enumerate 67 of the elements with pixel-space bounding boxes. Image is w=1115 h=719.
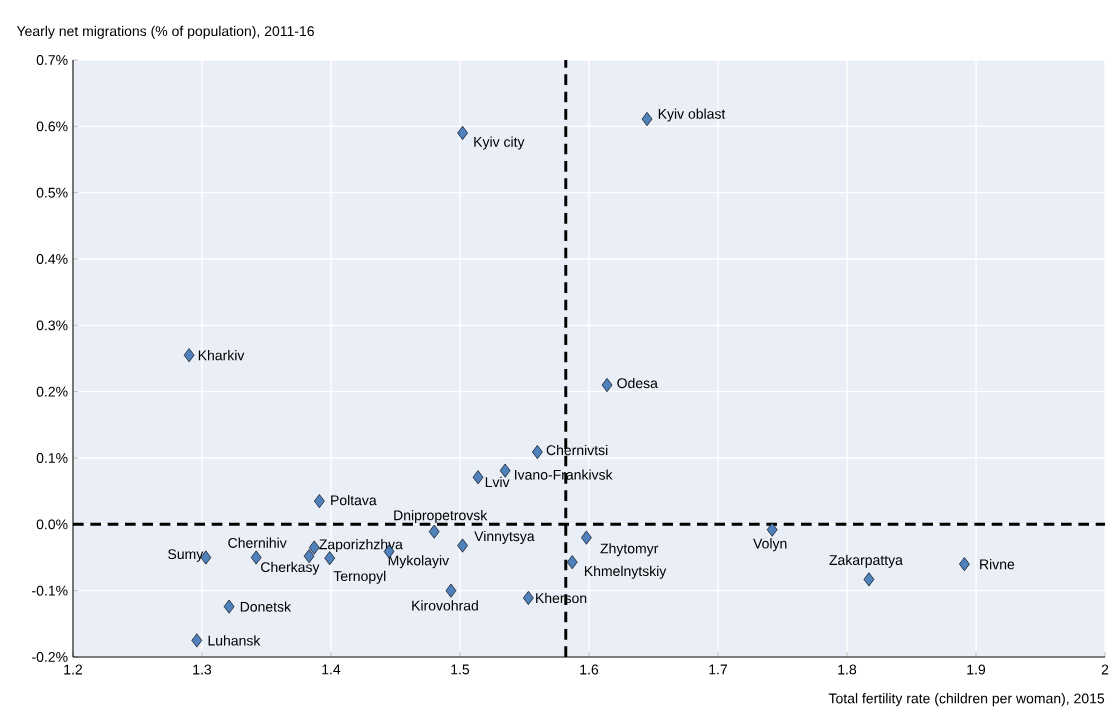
point bbox=[601, 378, 613, 393]
annotation: Zakarpattya bbox=[829, 554, 903, 568]
point bbox=[472, 470, 484, 485]
point bbox=[314, 494, 325, 509]
annotation: Odesa bbox=[617, 377, 658, 389]
annotation: Rivne bbox=[980, 559, 1015, 570]
x-tick-label: 2 bbox=[1101, 664, 1109, 675]
y-axis-title: Yearly net migrations (% of population), 2011-16 bbox=[16, 25, 314, 39]
x-tick-label: 1.5 bbox=[451, 664, 470, 675]
y-tick-label: 0.4% bbox=[36, 254, 68, 264]
point bbox=[223, 599, 235, 614]
annotation: Zhytomyr bbox=[600, 543, 659, 557]
annotation: Luhansk bbox=[208, 635, 261, 646]
point bbox=[191, 633, 203, 648]
x-tick-label: 1.7 bbox=[709, 664, 728, 675]
annotation: Ivano-Frankivsk bbox=[515, 469, 613, 480]
point bbox=[581, 530, 592, 545]
annotation: Kirovohrad bbox=[412, 600, 478, 611]
x-tick-label: 1.2 bbox=[64, 664, 83, 675]
y-tick-label: 0.1% bbox=[36, 453, 68, 463]
annotation: Cherkasy bbox=[261, 561, 320, 575]
y-tick-label: -0.2% bbox=[32, 652, 68, 662]
x-axis-title: Total fertility rate (children per woman), 2015 bbox=[828, 693, 1105, 707]
annotation: Kharkiv bbox=[198, 350, 245, 361]
annotation: Dnipropetrovsk bbox=[394, 509, 488, 524]
point bbox=[457, 538, 468, 553]
annotation: Lviv bbox=[485, 476, 510, 487]
annotation: Mykolayiv bbox=[388, 555, 450, 569]
point bbox=[457, 125, 468, 140]
point bbox=[641, 112, 653, 127]
annotation: Zaporizhzhya bbox=[319, 539, 403, 553]
y-tick-label: -0.1% bbox=[32, 585, 68, 596]
y-tick-label: 0.6% bbox=[36, 121, 68, 132]
annotation: Kyiv city bbox=[474, 136, 525, 150]
point bbox=[250, 550, 262, 565]
point bbox=[499, 463, 511, 478]
point bbox=[183, 348, 195, 363]
x-tick-label: 1.4 bbox=[322, 664, 341, 675]
annotation: Kyiv oblast bbox=[658, 108, 726, 122]
point bbox=[766, 522, 778, 537]
y-tick-label: 0.2% bbox=[36, 386, 68, 397]
point bbox=[324, 551, 336, 566]
point bbox=[308, 540, 320, 555]
annotation: Poltava bbox=[331, 494, 377, 506]
point bbox=[566, 555, 578, 570]
annotation: Volyn bbox=[753, 538, 787, 552]
point bbox=[445, 583, 457, 598]
point bbox=[428, 524, 440, 539]
annotation: Chernihiv bbox=[228, 537, 287, 548]
point bbox=[863, 572, 875, 587]
point bbox=[523, 590, 534, 605]
point bbox=[532, 445, 543, 460]
annotation: Ternopyl bbox=[333, 570, 386, 584]
y-tick-label: 0.7% bbox=[36, 55, 68, 65]
x-tick-label: 1.9 bbox=[967, 664, 986, 675]
x-tick-label: 1.8 bbox=[838, 664, 857, 675]
point bbox=[959, 557, 970, 572]
y-tick-label: 0.0% bbox=[36, 519, 68, 530]
y-tick-label: 0.5% bbox=[36, 187, 68, 198]
x-tick-label: 1.3 bbox=[193, 664, 212, 675]
y-tick-label: 0.3% bbox=[36, 320, 68, 331]
annotation: Sumy bbox=[168, 549, 204, 562]
annotation: Chernivtsi bbox=[546, 444, 608, 456]
annotation: Donetsk bbox=[240, 601, 292, 612]
annotation: Khmelnytskiy bbox=[584, 565, 667, 579]
x-tick-label: 1.6 bbox=[580, 664, 599, 675]
annotation: Vinnytsya bbox=[474, 530, 535, 544]
